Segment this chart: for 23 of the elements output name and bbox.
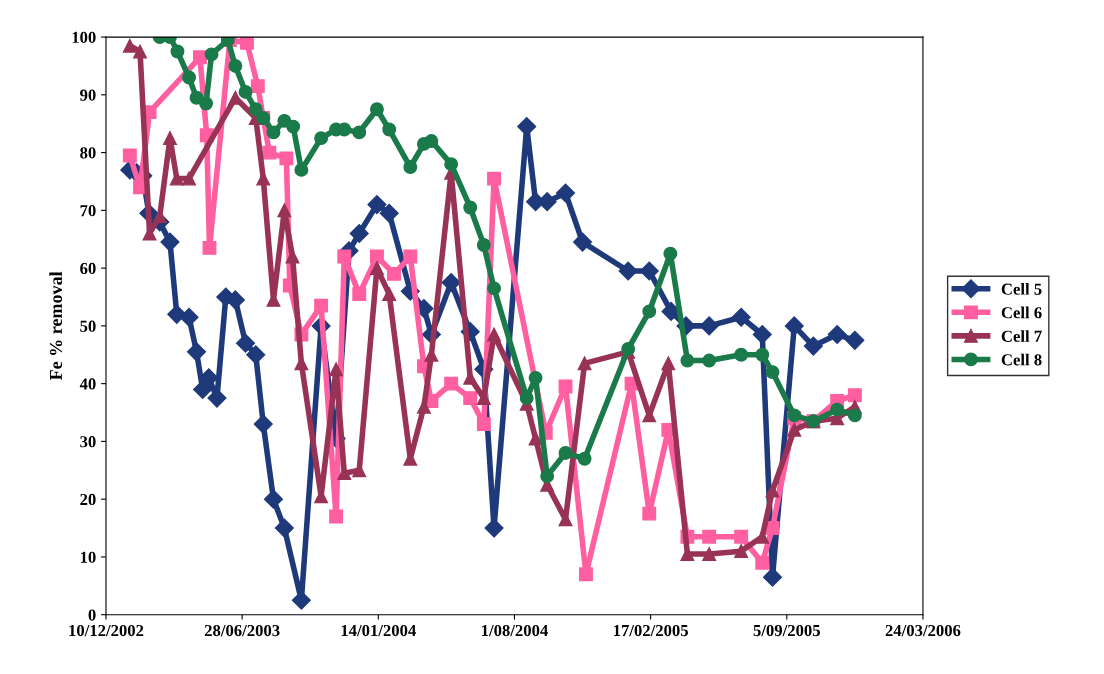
y-axis-title: Fe % removal (49, 271, 63, 381)
x-tick-label: 14/01/2004 (341, 624, 416, 637)
legend-label: Cell 7 (1001, 330, 1042, 342)
y-tick-label: 30 (80, 436, 96, 448)
y-tick-label: 50 (80, 320, 96, 332)
y-tick-label: 20 (80, 493, 96, 506)
legend-label: Cell 8 (1001, 353, 1042, 366)
x-tick-label: 10/12/2002 (69, 624, 144, 637)
x-tick-label: 24/03/2006 (885, 624, 961, 637)
y-tick-label: 40 (79, 378, 96, 390)
x-tick-label: 28/06/2003 (204, 624, 280, 637)
y-tick-label: 80 (80, 147, 96, 159)
y-tick-label: 100 (72, 31, 96, 44)
legend-label: Cell 6 (1001, 306, 1042, 319)
x-tick-label: 1/08/2004 (482, 624, 548, 637)
y-tick-label: 0 (88, 609, 96, 621)
y-tick-label: 10 (80, 551, 96, 563)
legend-label: Cell 5 (1001, 283, 1042, 295)
x-tick-label: 17/02/2005 (614, 624, 688, 637)
y-tick-label: 60 (80, 262, 96, 275)
y-tick-label: 90 (80, 89, 96, 101)
y-tick-label: 70 (80, 205, 96, 217)
x-tick-label: 5/09/2005 (753, 624, 820, 637)
